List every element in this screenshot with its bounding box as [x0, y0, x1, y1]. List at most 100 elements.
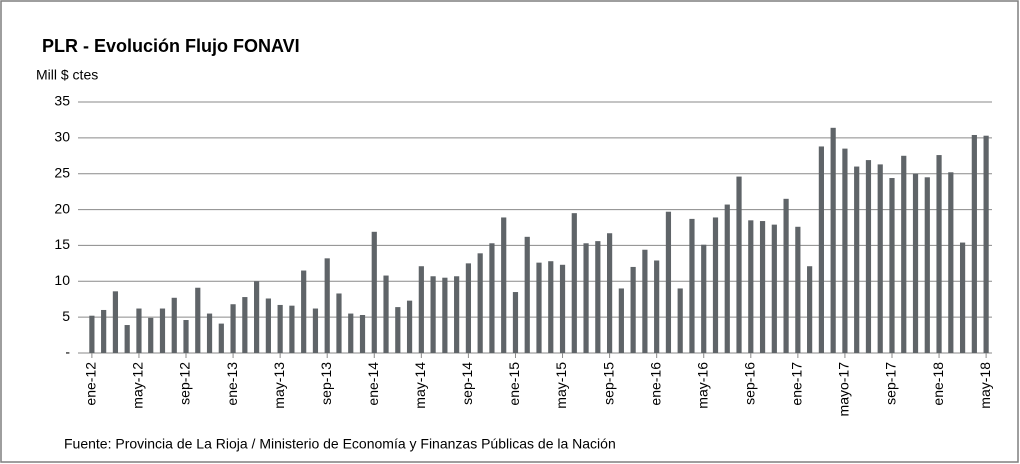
bar	[783, 198, 789, 353]
bar	[924, 177, 930, 353]
bar	[936, 155, 942, 353]
bar	[148, 317, 154, 353]
bar	[642, 249, 648, 353]
bar	[842, 148, 848, 353]
x-tick-label: ene-16	[647, 362, 663, 406]
bar	[465, 263, 472, 353]
bar	[536, 262, 542, 353]
bar	[665, 211, 672, 353]
bar	[159, 308, 166, 353]
bar	[736, 176, 742, 353]
y-axis-label: Mill $ ctes	[36, 67, 98, 83]
bar	[171, 297, 177, 353]
bar	[724, 204, 730, 353]
bar	[183, 320, 189, 353]
x-tick-label: may-14	[412, 362, 428, 409]
bar	[418, 266, 424, 353]
x-tick-label: sep-15	[600, 362, 616, 405]
bar	[383, 275, 389, 353]
bar	[477, 253, 483, 353]
x-tick-label: may-16	[694, 362, 710, 409]
bar	[818, 146, 824, 353]
bar	[442, 277, 448, 353]
bar	[324, 258, 330, 353]
bar	[630, 266, 636, 353]
x-tick-label: ene-15	[506, 362, 522, 406]
bar	[206, 313, 213, 353]
chart-title: PLR - Evolución Flujo FONAVI	[42, 36, 300, 56]
bar	[654, 260, 660, 353]
bar	[712, 217, 719, 353]
x-tick-label: ene-12	[83, 362, 99, 406]
x-tick-label: may-15	[553, 362, 569, 409]
bar	[618, 288, 624, 353]
bar	[912, 173, 919, 353]
y-tick-label: -	[65, 344, 70, 360]
y-tick-label: 25	[54, 164, 70, 180]
x-tick-label: ene-18	[930, 362, 946, 406]
bar	[830, 127, 836, 354]
bar	[583, 243, 589, 353]
bar	[748, 220, 754, 353]
bar	[348, 313, 354, 353]
bar	[124, 325, 130, 353]
bar	[606, 233, 613, 353]
y-tick-label: 35	[54, 93, 70, 109]
bar	[595, 241, 601, 353]
bar	[312, 308, 319, 353]
x-tick-label: sep-14	[459, 362, 475, 405]
bar	[571, 213, 577, 353]
y-tick-label: 10	[54, 272, 70, 288]
bar	[889, 178, 895, 353]
bar	[771, 224, 777, 353]
bar	[877, 164, 883, 353]
y-tick-label: 15	[54, 236, 70, 252]
bar	[759, 221, 766, 353]
bar	[406, 300, 413, 353]
bar	[136, 308, 142, 353]
bar	[359, 314, 366, 353]
bar	[807, 266, 813, 353]
bar	[301, 270, 307, 353]
x-tick-label: ene-13	[224, 362, 240, 406]
bar	[501, 217, 507, 353]
bar	[454, 276, 460, 353]
bar	[677, 288, 683, 353]
x-tick-label: mayo-17	[836, 362, 852, 417]
bar	[195, 287, 201, 353]
bar	[277, 304, 283, 353]
bar	[524, 236, 530, 353]
bar	[230, 304, 236, 353]
y-tick-label: 30	[54, 129, 70, 145]
bar	[689, 218, 695, 353]
bar	[430, 276, 436, 353]
x-tick-label: sep-17	[883, 362, 899, 405]
bar	[371, 231, 377, 353]
x-tick-label: may-13	[271, 362, 287, 409]
bar	[265, 298, 271, 353]
bar	[548, 261, 554, 353]
bar	[512, 292, 519, 353]
source: Fuente: Provincia de La Rioja / Minister…	[64, 436, 616, 452]
x-tick-label: sep-12	[177, 362, 193, 405]
bar	[865, 160, 872, 353]
x-tick-label: sep-13	[318, 362, 334, 405]
bar	[218, 323, 224, 353]
x-tick-label: sep-16	[741, 362, 757, 405]
bar	[254, 281, 260, 353]
y-tick-label: 5	[62, 308, 70, 324]
bar	[89, 315, 95, 353]
bar	[959, 242, 966, 353]
y-tick-label: 20	[54, 200, 70, 216]
bar	[112, 291, 119, 353]
bar	[242, 297, 248, 353]
bar	[701, 244, 707, 353]
bar	[983, 135, 989, 353]
bar	[559, 264, 566, 353]
bar	[289, 305, 295, 353]
bar	[971, 134, 977, 353]
x-tick-label: ene-14	[365, 362, 381, 406]
bar	[395, 307, 401, 353]
